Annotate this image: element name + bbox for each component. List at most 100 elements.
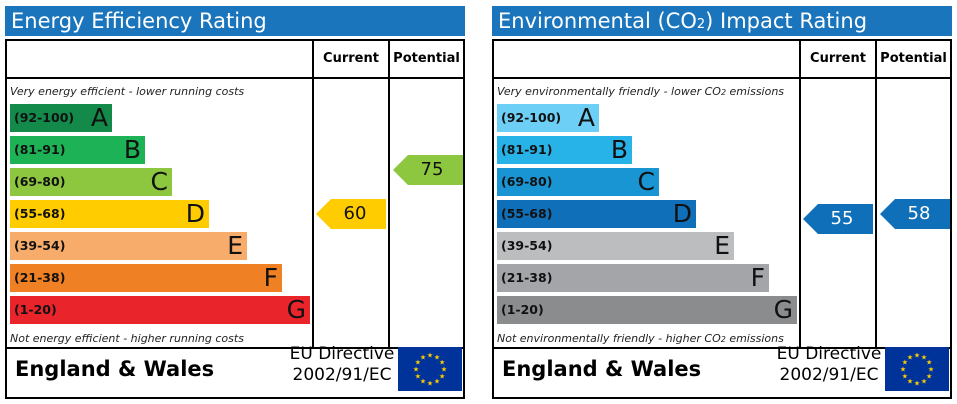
top-note: Very environmentally friendly - lower CO… bbox=[497, 85, 784, 98]
star-icon: ★ bbox=[420, 378, 426, 386]
top-note-suffix: emissions bbox=[726, 85, 785, 98]
rating-band-b: (81-91) B bbox=[497, 135, 632, 164]
band-letter: A bbox=[577, 103, 595, 132]
column-divider bbox=[799, 41, 801, 347]
band-letter: G bbox=[773, 295, 793, 324]
potential-rating-value: 75 bbox=[420, 159, 444, 180]
star-icon: ★ bbox=[439, 359, 445, 367]
top-note-prefix: Very environmentally friendly - lower CO bbox=[497, 85, 721, 98]
environment-panel-title: Environmental (CO2) Impact Rating bbox=[492, 6, 952, 36]
band-letter: A bbox=[90, 103, 108, 132]
band-letter: G bbox=[286, 295, 306, 324]
star-icon: ★ bbox=[914, 352, 920, 360]
star-icon: ★ bbox=[900, 366, 906, 374]
band-range: (21-38) bbox=[14, 270, 66, 285]
star-icon: ★ bbox=[902, 373, 908, 381]
rating-band-a: (92-100) A bbox=[497, 103, 599, 132]
band-letter: B bbox=[123, 135, 141, 164]
arrow-shape bbox=[803, 204, 873, 234]
rating-band-e: (39-54) E bbox=[497, 231, 734, 260]
rating-band-g: (1-20) G bbox=[497, 295, 797, 324]
rating-band-d: (55-68) D bbox=[497, 199, 696, 228]
eu-stars: ★ ★★★★★★★★★★★ bbox=[900, 352, 934, 388]
title-prefix: Environmental (CO bbox=[498, 9, 697, 33]
star-icon: ★ bbox=[413, 366, 419, 374]
band-letter: C bbox=[637, 167, 655, 196]
arrow-shape bbox=[393, 155, 463, 185]
bottom-note: Not environmentally friendly - higher CO… bbox=[497, 332, 784, 345]
eu-flag-icon: ★ ★ ★ ★ ★ ★ ★ ★ ★ ★ ★ ★ bbox=[398, 347, 462, 391]
current-column-header: Current bbox=[323, 51, 379, 66]
bottom-note-prefix: Not environmentally friendly - higher CO bbox=[497, 332, 721, 345]
energy-efficiency-panel: Energy Efficiency Rating Current Potenti… bbox=[5, 6, 465, 399]
current-rating-value: 55 bbox=[830, 208, 854, 229]
column-divider bbox=[875, 41, 877, 347]
star-icon: ★ bbox=[415, 359, 421, 367]
star-icon: ★ bbox=[420, 353, 426, 361]
band-range: (1-20) bbox=[14, 302, 57, 317]
current-rating-value: 60 bbox=[343, 203, 367, 224]
rating-band-c: (69-80) C bbox=[10, 167, 172, 196]
eu-directive: EU Directive 2002/91/EC bbox=[287, 344, 397, 386]
rating-band-g: (1-20) G bbox=[10, 295, 310, 324]
star-icon: ★ bbox=[427, 352, 433, 360]
band-range: (39-54) bbox=[14, 238, 66, 253]
column-divider bbox=[312, 41, 314, 347]
potential-column-header: Potential bbox=[880, 51, 947, 66]
rating-band-f: (21-38) F bbox=[497, 263, 769, 292]
band-letter: F bbox=[263, 263, 278, 292]
title-subscript: 2 bbox=[696, 17, 706, 32]
rating-band-c: (69-80) C bbox=[497, 167, 659, 196]
band-letter: E bbox=[714, 231, 730, 260]
band-range: (69-80) bbox=[14, 174, 66, 189]
current-column-header: Current bbox=[810, 51, 866, 66]
star-icon: ★ bbox=[926, 373, 932, 381]
environmental-impact-panel: Environmental (CO2) Impact Rating Curren… bbox=[492, 6, 952, 399]
current-rating-arrow: 60 bbox=[316, 199, 386, 229]
arrow-shape bbox=[316, 199, 386, 229]
directive-line-1: EU Directive bbox=[776, 344, 882, 364]
band-letter: D bbox=[185, 199, 205, 228]
rating-band-b: (81-91) B bbox=[10, 135, 145, 164]
bottom-note: Not energy efficient - higher running co… bbox=[10, 332, 244, 345]
star-icon: ★ bbox=[427, 380, 433, 388]
bottom-note-subscript: 2 bbox=[720, 335, 726, 344]
potential-column-header: Potential bbox=[393, 51, 460, 66]
directive-line-2: 2002/91/EC bbox=[779, 365, 879, 385]
eu-flag-icon: ★ ★ ★ ★ ★ ★ ★ ★ ★ ★ ★ ★ bbox=[885, 347, 949, 391]
header-divider bbox=[494, 77, 950, 79]
band-range: (39-54) bbox=[501, 238, 553, 253]
star-icon: ★ bbox=[907, 353, 913, 361]
potential-rating-arrow: 58 bbox=[880, 199, 950, 229]
star-icon: ★ bbox=[439, 373, 445, 381]
band-range: (92-100) bbox=[501, 110, 562, 125]
column-divider bbox=[388, 41, 390, 347]
band-letter: B bbox=[610, 135, 628, 164]
potential-rating-arrow: 75 bbox=[393, 155, 463, 185]
band-range: (55-68) bbox=[501, 206, 553, 221]
potential-rating-value: 58 bbox=[907, 203, 931, 224]
star-icon: ★ bbox=[926, 359, 932, 367]
rating-band-e: (39-54) E bbox=[10, 231, 247, 260]
rating-band-a: (92-100) A bbox=[10, 103, 112, 132]
star-icon: ★ bbox=[907, 378, 913, 386]
band-range: (69-80) bbox=[501, 174, 553, 189]
top-note-subscript: 2 bbox=[720, 88, 727, 97]
band-range: (81-91) bbox=[501, 142, 553, 157]
star-icon: ★ bbox=[441, 366, 447, 374]
star-icon: ★ bbox=[928, 366, 934, 374]
band-range: (92-100) bbox=[14, 110, 75, 125]
energy-frame: Current Potential Very energy efficient … bbox=[5, 39, 465, 399]
title-suffix: ) Impact Rating bbox=[705, 9, 868, 33]
region-label: England & Wales bbox=[502, 357, 702, 381]
arrow-shape bbox=[880, 199, 950, 229]
eu-directive: EU Directive 2002/91/EC bbox=[774, 344, 884, 386]
rating-band-d: (55-68) D bbox=[10, 199, 209, 228]
star-icon: ★ bbox=[434, 378, 440, 386]
band-letter: E bbox=[227, 231, 243, 260]
environment-frame: Current Potential Very environmentally f… bbox=[492, 39, 952, 399]
star-icon: ★ bbox=[921, 378, 927, 386]
directive-line-1: EU Directive bbox=[289, 344, 395, 364]
bottom-note-suffix: emissions bbox=[725, 332, 784, 345]
band-letter: F bbox=[750, 263, 765, 292]
